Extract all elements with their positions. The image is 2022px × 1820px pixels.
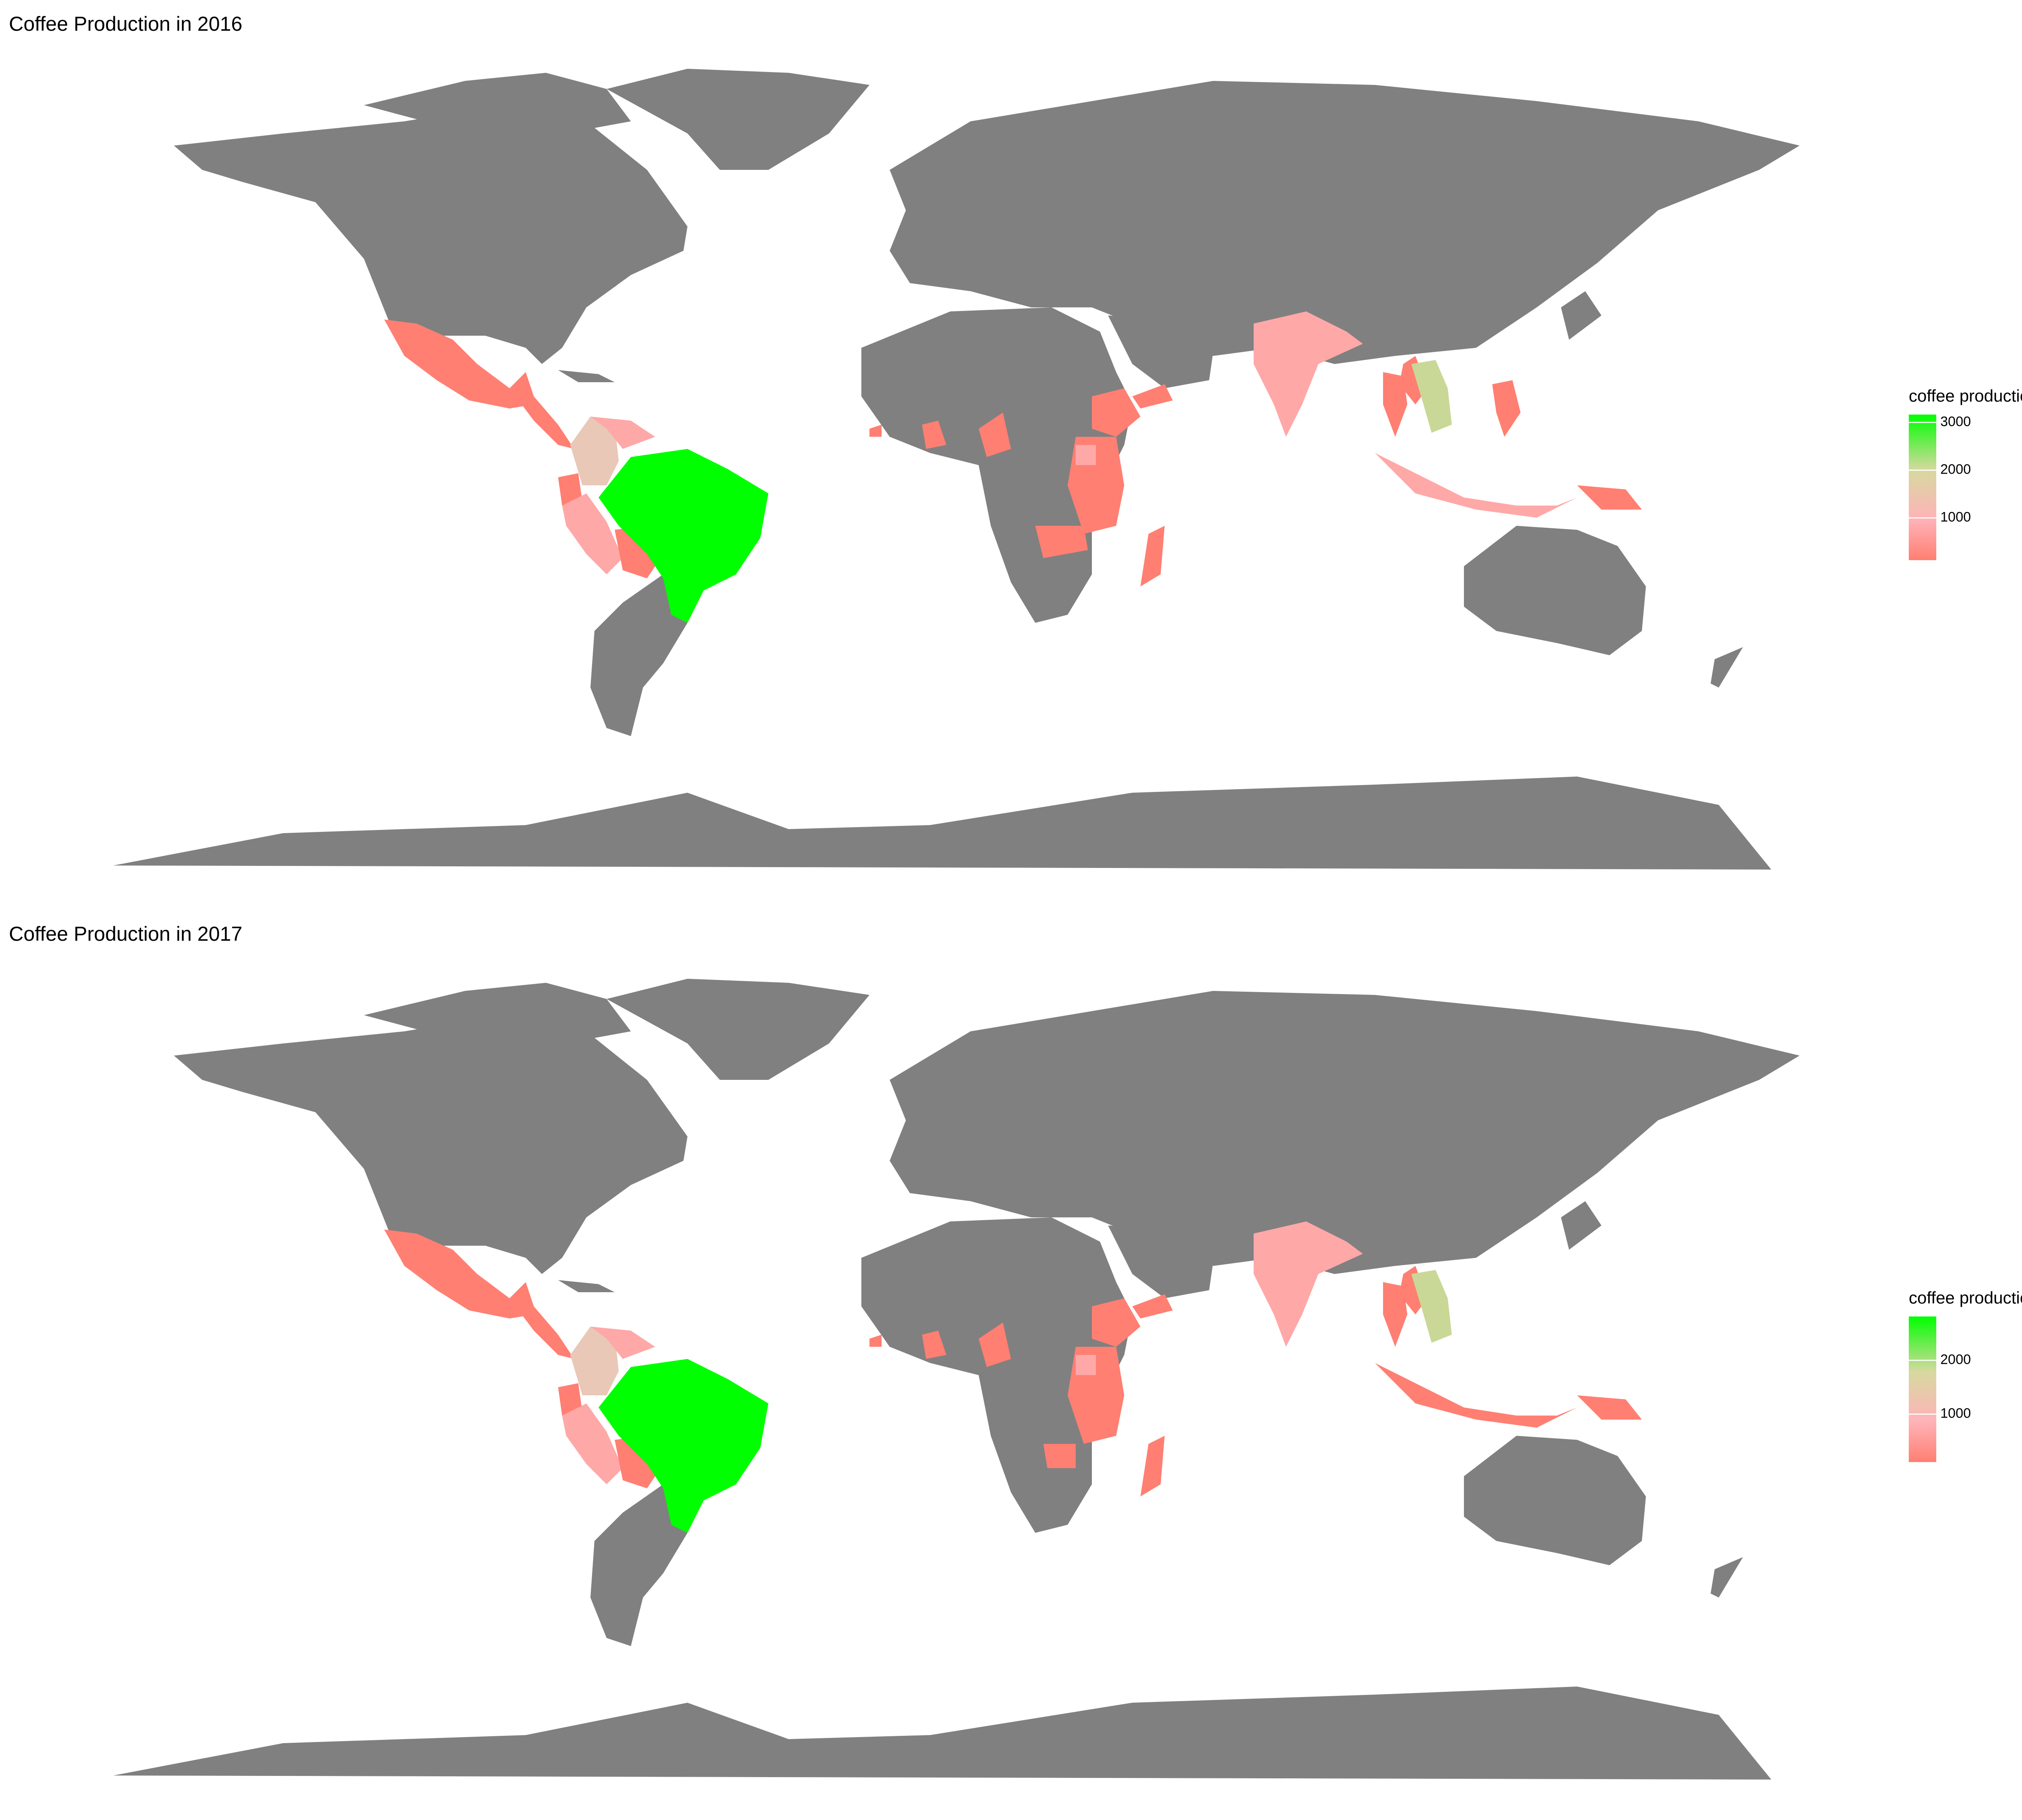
land-new-zealand: [1711, 1557, 1743, 1598]
legend-color-bar: [1909, 1316, 1936, 1462]
region-ivory-coast: [922, 421, 946, 449]
region-thailand: [1383, 372, 1407, 437]
region-ivory-coast: [922, 1331, 946, 1359]
region-peru: [562, 493, 623, 574]
region-vietnam: [1411, 1270, 1452, 1343]
land-south-america: [590, 1484, 687, 1646]
region-madagascar: [1140, 1436, 1165, 1496]
region-indonesia: [1375, 453, 1577, 518]
region-venezuela: [590, 417, 655, 449]
legend: coffee production 1000 2000 3000: [1909, 386, 2022, 560]
region-mexico: [384, 320, 534, 408]
region-india: [1254, 1221, 1363, 1347]
region-ecuador: [558, 1383, 582, 1416]
legend-tick-label: 1000: [1940, 509, 1971, 525]
land-arabia: [1108, 315, 1213, 388]
legend-tick-label: 2000: [1940, 1352, 1971, 1367]
land-north-america: [174, 101, 687, 364]
region-brazil: [599, 449, 768, 623]
region-madagascar: [1140, 526, 1165, 586]
region-cameroon: [979, 413, 1011, 457]
legend: coffee production 1000 2000: [1909, 1288, 2022, 1462]
region-philippines: [1492, 380, 1521, 437]
land-japan: [1561, 1201, 1601, 1250]
land-cuba: [558, 1280, 615, 1292]
legend-tick-label: 3000: [1940, 414, 1971, 430]
region-colombia: [570, 1327, 619, 1395]
region-ecuador: [558, 473, 582, 506]
map-panel-2016: Coffee Production in 2016: [9, 13, 2022, 870]
world-map: [113, 69, 1800, 870]
region-west-africa: [869, 425, 882, 437]
region-brazil: [599, 1359, 768, 1533]
map-title: Coffee Production in 2017: [9, 923, 243, 945]
region-papua: [1577, 485, 1642, 510]
region-uganda: [1076, 445, 1096, 465]
region-west-africa: [869, 1335, 882, 1347]
land-cuba: [558, 370, 615, 382]
region-colombia: [570, 417, 619, 485]
map-panel-2017: Coffee Production in 2017: [0, 910, 2022, 1820]
land-eurasia: [890, 991, 1800, 1274]
land-antarctica: [113, 777, 1771, 870]
legend-tick-mark: [1909, 517, 1936, 518]
region-thailand: [1383, 1282, 1407, 1347]
land-japan: [1561, 291, 1601, 340]
legend-tick-mark: [1909, 469, 1936, 471]
coffee-regions: [384, 311, 1642, 623]
region-ethiopia: [1092, 388, 1140, 437]
region-mexico: [384, 1230, 534, 1318]
region-yemen: [1132, 1294, 1173, 1318]
region-zambia: [1043, 1444, 1076, 1468]
region-zambia: [1035, 526, 1088, 558]
land-arabia: [1108, 1225, 1213, 1298]
coffee-regions: [384, 1221, 1642, 1533]
legend-tick-mark: [1909, 1414, 1936, 1415]
land-masses: [113, 979, 1800, 1780]
region-cameroon: [979, 1323, 1011, 1367]
world-map: [113, 979, 1800, 1780]
land-eurasia: [890, 81, 1800, 364]
land-antarctica: [113, 1687, 1771, 1780]
land-australia: [1464, 1436, 1646, 1565]
region-papua: [1577, 1395, 1642, 1420]
map-title: Coffee Production in 2016: [9, 13, 243, 35]
region-central-america: [510, 1282, 574, 1359]
land-canada-islands: [364, 73, 631, 129]
legend-tick-mark: [1909, 1359, 1936, 1361]
region-india: [1254, 311, 1363, 437]
land-masses: [113, 69, 1800, 870]
land-south-america: [590, 574, 687, 736]
legend-title: coffee production: [1909, 386, 2022, 405]
land-north-america: [174, 1011, 687, 1274]
land-greenland: [607, 69, 869, 170]
region-yemen: [1132, 384, 1173, 408]
legend-tick-label: 1000: [1940, 1405, 1971, 1421]
region-vietnam: [1411, 360, 1452, 433]
region-ethiopia: [1092, 1298, 1140, 1347]
region-peru: [562, 1403, 623, 1484]
legend-tick-mark: [1909, 421, 1936, 423]
legend-tick-label: 2000: [1940, 461, 1971, 477]
region-venezuela: [590, 1327, 655, 1359]
land-australia: [1464, 526, 1646, 655]
region-central-america: [510, 372, 574, 449]
land-new-zealand: [1711, 647, 1743, 688]
region-uganda: [1076, 1355, 1096, 1375]
land-canada-islands: [364, 983, 631, 1039]
legend-title: coffee production: [1909, 1288, 2022, 1307]
legend-color-bar: [1909, 415, 1936, 560]
region-indonesia: [1375, 1363, 1577, 1428]
land-greenland: [607, 979, 869, 1080]
